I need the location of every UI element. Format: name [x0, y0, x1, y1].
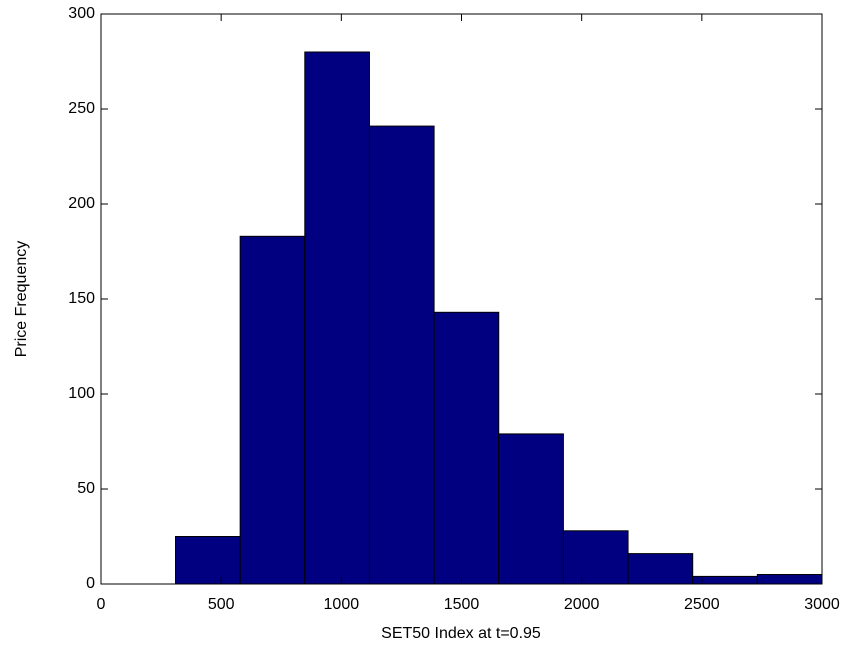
bar	[756, 574, 823, 585]
x-axis-label: SET50 Index at t=0.95	[381, 625, 541, 642]
bar	[304, 51, 370, 585]
x-tick-label: 0	[97, 596, 106, 613]
x-tick-label: 500	[208, 596, 235, 613]
y-tick-label: 50	[77, 480, 95, 497]
x-tick-label: 2000	[564, 596, 600, 613]
y-axis-label: Price Frequency	[13, 241, 30, 358]
bar	[175, 536, 241, 585]
bar	[562, 530, 629, 585]
bar	[627, 553, 694, 585]
bar	[692, 575, 758, 585]
y-tick-label: 300	[68, 5, 95, 22]
y-tick-label: 150	[68, 290, 95, 307]
y-tick-label: 250	[68, 100, 95, 117]
x-tick-label: 1000	[324, 596, 360, 613]
y-tick-label: 100	[68, 385, 95, 402]
x-tick-label: 1500	[444, 596, 480, 613]
bar	[239, 235, 306, 585]
bar	[368, 125, 435, 585]
x-tick-label: 3000	[804, 596, 840, 613]
y-tick-label: 0	[86, 575, 95, 592]
x-tick-label: 2500	[684, 596, 720, 613]
bar	[498, 433, 564, 585]
bar	[433, 311, 500, 585]
y-tick-label: 200	[68, 195, 95, 212]
